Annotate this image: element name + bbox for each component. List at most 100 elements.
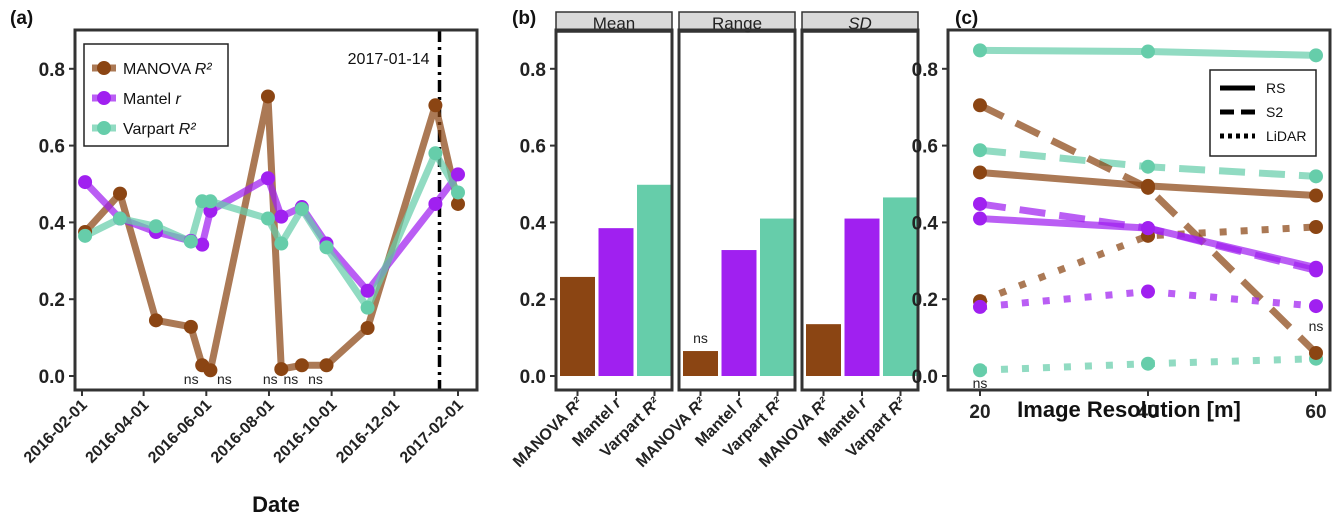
x-tick-label: 60 xyxy=(1305,402,1326,423)
manova-point xyxy=(113,186,128,201)
manova-point xyxy=(428,98,443,113)
varpart-point xyxy=(113,211,128,226)
ns-label: ns xyxy=(217,371,232,387)
legend-c: RS S2 LiDAR xyxy=(1209,69,1317,157)
manova-point xyxy=(360,321,375,335)
manova-point xyxy=(1309,345,1323,360)
mantel-bar xyxy=(721,250,757,376)
legend-key-point xyxy=(97,121,111,135)
mantel-point xyxy=(1309,263,1323,278)
facet-strip-label: SD xyxy=(848,14,872,33)
panel-label: (c) xyxy=(955,8,978,29)
x-tick-label: 20 xyxy=(969,402,990,423)
varpart-point xyxy=(1141,159,1155,174)
ns-label: ns xyxy=(1309,318,1324,334)
varpart-point xyxy=(1309,169,1323,184)
facet-strip-label: Range xyxy=(712,14,762,33)
mantel-point xyxy=(360,283,375,298)
mantel-point xyxy=(973,211,987,226)
facet-frame xyxy=(677,28,797,392)
panel-a-frame xyxy=(73,28,479,392)
legend-label: S2 xyxy=(1266,104,1283,120)
manova-bar xyxy=(560,276,595,376)
varpart-point xyxy=(451,185,465,200)
manova-dashed-line xyxy=(978,102,1319,356)
x-tick-label: 2016-06-01 xyxy=(145,397,215,467)
varpart-point xyxy=(78,228,93,243)
y-tick-label: 0.4 xyxy=(39,213,66,234)
mantel-point xyxy=(1141,284,1155,299)
varpart-point xyxy=(360,300,375,315)
legend-key-point xyxy=(97,61,111,75)
ns-label: ns xyxy=(693,330,708,346)
manova-point xyxy=(1309,188,1323,203)
manova-bar xyxy=(806,324,841,376)
panel-label: (a) xyxy=(10,8,33,29)
mantel-point xyxy=(1309,299,1323,314)
mantel-point xyxy=(195,237,210,252)
y-tick-label: 0.8 xyxy=(520,60,546,81)
manova-point xyxy=(294,358,309,373)
mantel-bar xyxy=(598,228,634,376)
y-tick-label: 0.8 xyxy=(39,60,65,81)
facet-strip xyxy=(678,11,796,33)
varpart-point xyxy=(274,236,289,251)
ns-label: ns xyxy=(283,371,298,387)
mantel-point xyxy=(973,196,987,211)
panel-label: (b) xyxy=(512,8,536,29)
panel-c-frame xyxy=(946,28,1332,392)
varpart-point xyxy=(973,363,987,378)
legend-key-point xyxy=(97,91,111,105)
legend-label: Mantel r xyxy=(123,91,181,108)
x-tick-label: 2017-02-01 xyxy=(397,397,467,467)
panel-a: (a)0.00.20.40.60.82016-02-012016-04-0120… xyxy=(10,8,479,517)
varpart-point xyxy=(260,211,275,226)
manova-point xyxy=(1309,220,1323,235)
varpart-point xyxy=(1309,48,1323,63)
x-axis-title: Image Resolution [m] xyxy=(1017,397,1241,422)
x-axis-title: Date xyxy=(252,492,300,517)
varpart-point xyxy=(203,194,218,209)
y-tick-label: 0.2 xyxy=(39,290,65,311)
manova-point xyxy=(1141,180,1155,195)
varpart-point xyxy=(428,146,443,161)
facet-strip xyxy=(555,11,673,33)
manova-point xyxy=(451,196,465,211)
legend-label: RS xyxy=(1266,80,1285,96)
y-tick-label: 0.6 xyxy=(912,137,938,158)
mantel-point xyxy=(451,167,465,182)
y-tick-label: 0.6 xyxy=(520,137,546,158)
manova-point xyxy=(203,363,218,378)
mantel-point xyxy=(973,299,987,314)
manova-point xyxy=(183,319,198,334)
mantel-point xyxy=(428,196,443,211)
manova-point xyxy=(148,313,163,328)
x-tick-label: 2016-12-01 xyxy=(333,397,403,467)
y-tick-label: 0.0 xyxy=(912,367,938,388)
manova-point xyxy=(260,89,275,104)
y-tick-label: 0.4 xyxy=(520,213,547,234)
x-tick-label: 40 xyxy=(1137,402,1158,423)
y-tick-label: 0.8 xyxy=(912,60,938,81)
ns-label: ns xyxy=(263,371,278,387)
date-marker-label: 2017-01-14 xyxy=(348,51,430,68)
mantel-point xyxy=(203,203,218,218)
legend-label: Varpart R² xyxy=(123,121,196,138)
y-tick-label: 0.4 xyxy=(912,213,939,234)
ns-label: ns xyxy=(973,375,988,391)
y-tick-label: 0.0 xyxy=(520,367,546,388)
ns-label: ns xyxy=(308,371,323,387)
mantel-point xyxy=(1141,221,1155,236)
varpart-point xyxy=(1141,44,1155,59)
mantel-point xyxy=(78,175,93,190)
facet-strip-label: Mean xyxy=(593,14,636,33)
facet-frame xyxy=(800,28,920,392)
facet-strip xyxy=(801,11,919,33)
varpart-bar xyxy=(883,197,918,376)
varpart-point xyxy=(183,234,198,249)
legend-label: MANOVA R² xyxy=(123,61,212,78)
legend-label: LiDAR xyxy=(1266,128,1306,144)
varpart-bar xyxy=(637,184,672,376)
legend-a: MANOVA R² Mantel r Varpart R² xyxy=(83,43,229,147)
